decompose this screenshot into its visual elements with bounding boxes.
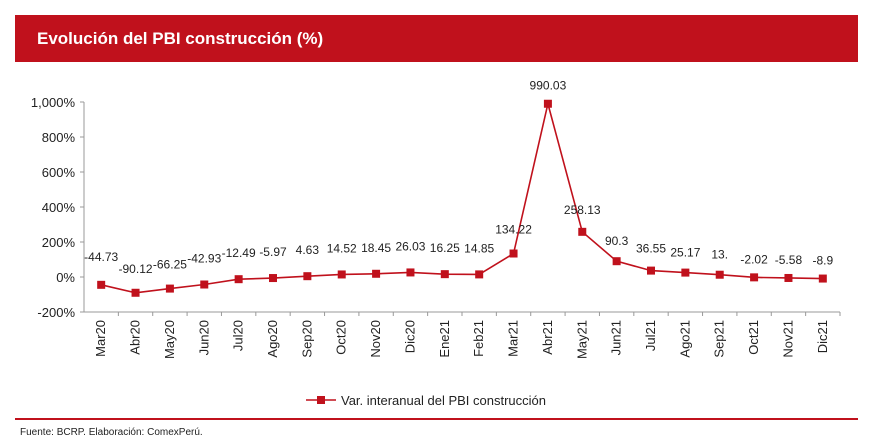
x-tick-label: Dic20 — [402, 320, 417, 353]
data-label: -12.49 — [222, 246, 256, 260]
data-point — [372, 269, 381, 278]
y-tick-label: 600% — [42, 165, 76, 180]
x-tick-label: Nov21 — [780, 320, 795, 358]
data-point — [750, 273, 759, 282]
data-label: -44.73 — [84, 250, 118, 264]
data-point — [234, 275, 243, 284]
x-tick-label: Jun21 — [609, 320, 624, 355]
x-tick-label: Mar20 — [93, 320, 108, 357]
data-point — [303, 272, 312, 281]
x-tick-label: Ago20 — [265, 320, 280, 358]
data-label: 4.63 — [296, 243, 320, 257]
data-point — [647, 266, 655, 275]
data-label: -42.93 — [187, 252, 221, 266]
data-point — [269, 274, 277, 283]
x-tick-label: Nov20 — [368, 320, 383, 358]
x-tick-label: Mar21 — [506, 320, 521, 357]
data-label: -5.58 — [775, 253, 803, 267]
legend-label: Var. interanual del PBI construcción — [341, 393, 546, 408]
data-label: 26.03 — [395, 239, 425, 253]
data-label: -90.12 — [119, 262, 153, 276]
data-point — [681, 268, 690, 277]
data-point — [131, 288, 140, 297]
x-tick-label: Abr21 — [540, 320, 555, 355]
x-tick-label: Ene21 — [437, 320, 452, 358]
x-tick-label: Oct21 — [746, 320, 761, 355]
chart-title: Evolución del PBI construcción (%) — [37, 29, 324, 48]
y-tick-label: -200% — [37, 305, 75, 320]
data-label: 14.52 — [327, 241, 357, 255]
x-tick-label: Sep20 — [299, 320, 314, 358]
x-tick-label: Sep21 — [712, 320, 727, 358]
series-line — [101, 103, 823, 294]
data-point — [578, 227, 587, 236]
x-tick-label: May20 — [162, 320, 177, 359]
data-label: 134.22 — [495, 223, 532, 237]
data-point — [200, 280, 209, 289]
data-point — [543, 99, 552, 108]
x-tick-label: Oct20 — [334, 320, 349, 355]
data-label: 258.13 — [564, 203, 601, 217]
data-label: -8.9 — [812, 254, 833, 268]
data-point — [440, 270, 449, 279]
data-point — [475, 270, 484, 279]
x-tick-label: Jun20 — [196, 320, 211, 355]
y-tick-label: 400% — [42, 200, 76, 215]
data-label: 36.55 — [636, 242, 666, 256]
data-point — [715, 270, 724, 279]
x-tick-label: Jul20 — [231, 320, 246, 351]
y-tick-label: 800% — [42, 130, 76, 145]
data-point — [337, 270, 346, 279]
data-point — [784, 273, 793, 282]
data-point — [612, 257, 621, 266]
data-point — [97, 280, 106, 289]
data-label: 990.03 — [530, 79, 567, 93]
x-tick-label: May21 — [574, 320, 589, 359]
data-label: 90.3 — [605, 234, 629, 248]
data-label: -5.97 — [259, 245, 287, 259]
data-label: 13. — [711, 248, 728, 262]
data-point — [818, 274, 827, 283]
x-tick-label: Jul21 — [643, 320, 658, 351]
x-tick-label: Ago21 — [677, 320, 692, 358]
legend-marker — [317, 396, 325, 404]
y-tick-label: 1,000% — [31, 95, 76, 110]
data-label: -2.02 — [740, 252, 768, 266]
header-bar: Evolución del PBI construcción (%) — [15, 15, 858, 62]
x-tick-label: Abr20 — [128, 320, 143, 355]
source-note: Fuente: BCRP. Elaboración: ComexPerú. — [20, 427, 203, 438]
x-tick-label: Dic21 — [815, 320, 830, 353]
data-label: 16.25 — [430, 241, 460, 255]
data-point — [165, 284, 174, 293]
data-label: 25.17 — [670, 246, 700, 260]
data-label: -66.25 — [153, 258, 187, 272]
x-tick-label: Feb21 — [471, 320, 486, 357]
footer-divider — [15, 418, 858, 420]
data-point — [406, 268, 415, 277]
data-point — [509, 249, 518, 258]
y-tick-label: 0% — [56, 270, 75, 285]
data-label: 18.45 — [361, 241, 391, 255]
data-label: 14.85 — [464, 241, 494, 255]
y-tick-label: 200% — [42, 235, 76, 250]
